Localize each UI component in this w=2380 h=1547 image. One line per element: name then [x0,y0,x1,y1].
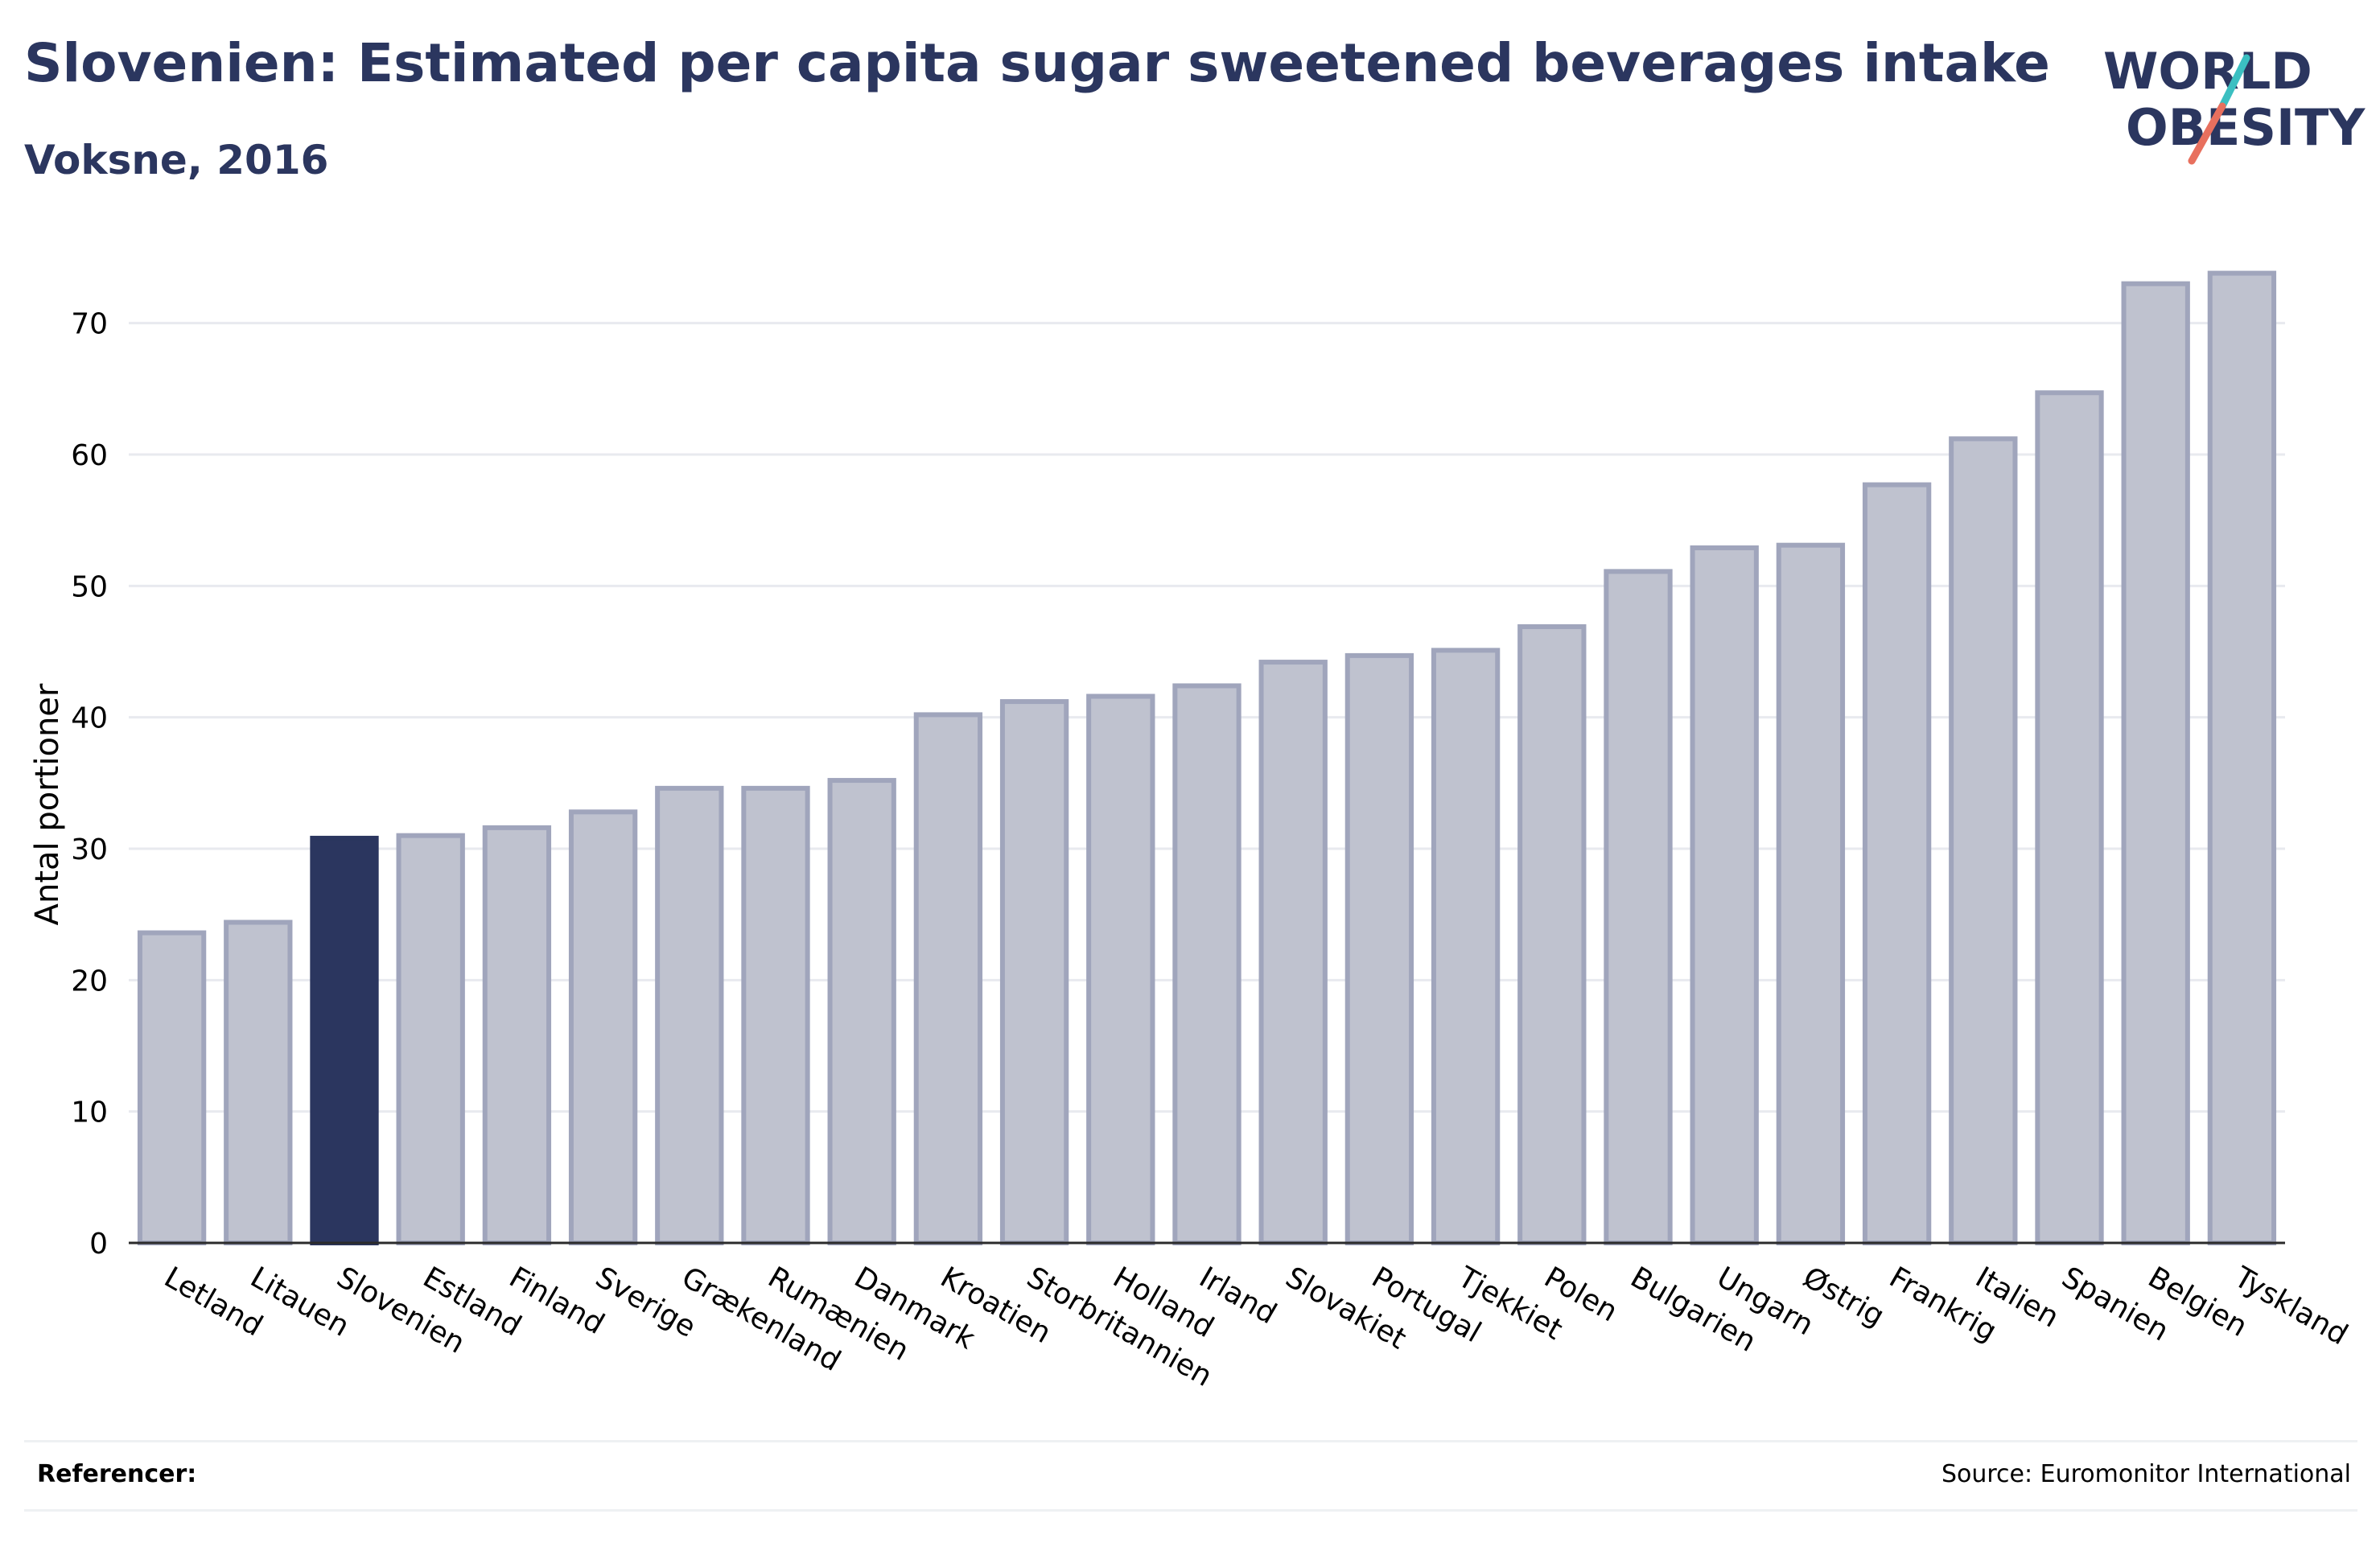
y-axis-label: Antal portioner [29,683,66,925]
logo-text-world: WORLD [2103,42,2312,101]
bar-bulgarien [1604,569,1673,1245]
y-tick-label: 10 [71,1096,108,1129]
bar-italien [1949,436,2018,1245]
x-tick-label: Finland [504,1261,610,1341]
y-tick-label: 60 [71,439,108,472]
bar-kroatien [913,712,983,1245]
bar-chart: 0 10 20 30 40 50 60 70 LetlandLitauenSlovenienE… [29,270,2353,1393]
x-tick-label: Letland [159,1261,268,1343]
x-tick-label: Litauen [245,1261,355,1343]
bar-polen [1517,623,1587,1245]
bar-portugal [1344,652,1414,1245]
bars [137,270,2277,1246]
y-tick-label: 40 [71,702,108,735]
footer-divider-top [24,1440,2357,1442]
bar-grækenland [655,785,724,1245]
bar-slovakiet [1258,660,1328,1245]
y-tick-label: 50 [71,570,108,603]
logo-slash-coral [2188,102,2226,165]
bar-litauen [224,920,293,1245]
chart-subtitle: Voksne, 2016 [24,137,329,183]
bar-østrig [1776,542,1846,1245]
footer-divider-bottom [24,1509,2357,1512]
bar-tjekkiet [1431,648,1501,1245]
references-label: Referencer: [37,1460,197,1488]
logo-slash-teal [2218,54,2250,110]
bar-ungarn [1690,545,1759,1245]
bar-frankrig [1862,482,1932,1245]
bar-spanien [2035,390,2104,1246]
y-tick-label: 30 [71,833,108,866]
bar-irland [1172,683,1241,1245]
bar-rumænien [741,785,810,1245]
y-tick-labels: 0 10 20 30 40 50 60 70 [71,308,108,1261]
source-note: Source: Euromonitor International [1941,1460,2351,1488]
y-tick-label: 0 [89,1228,108,1261]
bar-finland [482,825,552,1246]
bar-holland [1086,693,1155,1245]
bar-tyskland [2207,270,2277,1246]
x-tick-labels: LetlandLitauenSlovenienEstlandFinlandSve… [159,1261,2353,1393]
bar-belgien [2121,281,2190,1246]
bar-slovenien [310,835,379,1246]
chart-title: Slovenien: Estimated per capita sugar sw… [24,32,2050,94]
x-tick-label: Tyskland [2228,1261,2353,1352]
bar-storbritannien [999,699,1069,1245]
y-tick-label: 70 [71,308,108,341]
logo-text-obesity: OBESITY [2126,98,2366,157]
y-tick-label: 20 [71,965,108,998]
world-obesity-logo: WORLD OBESITY [2103,42,2366,165]
bar-sverige [568,809,638,1245]
bar-estland [396,833,465,1245]
bar-danmark [827,778,896,1245]
bar-letland [137,930,207,1245]
